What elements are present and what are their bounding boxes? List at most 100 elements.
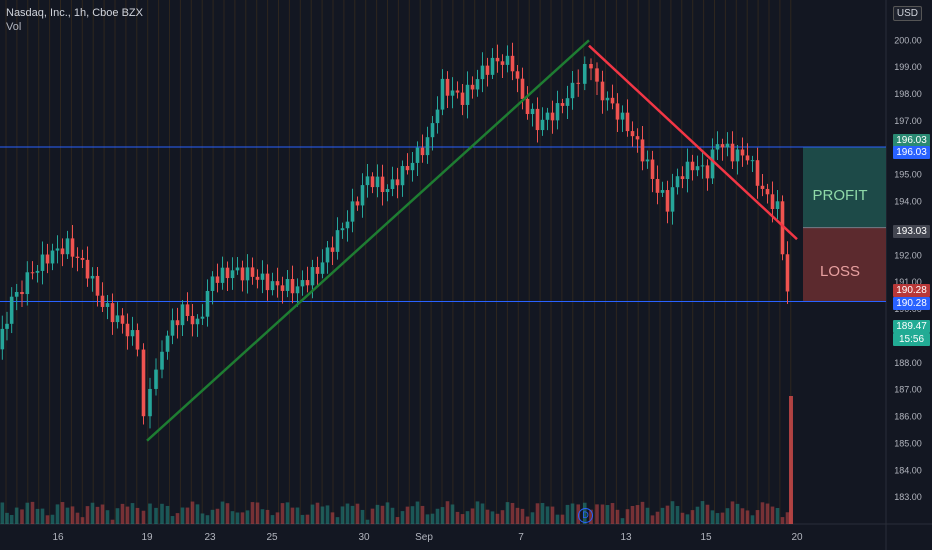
volume-bar xyxy=(645,507,650,524)
volume-bar xyxy=(220,501,225,524)
candle-body xyxy=(705,165,710,179)
volume-bar xyxy=(515,507,520,524)
volume-bar xyxy=(600,504,605,524)
candle-body xyxy=(625,112,630,132)
volume-bar xyxy=(700,501,705,524)
candle-body xyxy=(475,79,480,90)
candle-body xyxy=(545,112,550,120)
candle-body xyxy=(645,159,650,162)
volume-bar xyxy=(340,506,345,524)
candle-body xyxy=(465,84,470,105)
volume-bar xyxy=(565,504,570,524)
volume-bar xyxy=(505,502,510,524)
volume-bar xyxy=(240,512,245,524)
candle-body xyxy=(250,267,255,277)
candle-body xyxy=(725,143,730,148)
volume-bar xyxy=(395,517,400,524)
candle-body xyxy=(75,256,80,258)
candle-body xyxy=(680,176,685,180)
downtrend-line xyxy=(588,44,798,241)
candle-body xyxy=(295,286,300,294)
volume-bar xyxy=(160,503,164,524)
volume-bar xyxy=(325,505,330,524)
candle-body xyxy=(605,97,610,101)
candle-body xyxy=(565,98,570,106)
candle-body xyxy=(415,147,420,163)
candle-body xyxy=(180,304,185,326)
volume-bar xyxy=(205,515,210,524)
price-tag-stop-2: 190.28 xyxy=(893,297,930,310)
candle-body xyxy=(110,303,115,323)
candle-body xyxy=(200,316,205,319)
candle-body xyxy=(775,201,780,210)
candle-body xyxy=(665,190,670,212)
x-tick-label: 16 xyxy=(52,532,64,543)
volume-bar xyxy=(415,501,420,524)
candle-body xyxy=(445,78,450,96)
x-tick-label: 25 xyxy=(266,532,278,543)
volume-bar xyxy=(690,510,695,524)
volume-bar xyxy=(215,508,220,524)
x-tick-label: 30 xyxy=(358,532,370,543)
candle-body xyxy=(570,82,575,99)
volume-bar xyxy=(485,509,490,524)
candle-body xyxy=(450,90,455,96)
candle-body xyxy=(30,272,35,274)
volume-bar xyxy=(210,509,215,524)
candle-body xyxy=(280,285,285,291)
candle-body xyxy=(365,176,370,186)
volume-bar xyxy=(405,506,410,524)
candle-body xyxy=(300,280,305,287)
volume-bar xyxy=(275,512,280,524)
candle-body xyxy=(330,247,335,252)
y-tick-label: 194.00 xyxy=(894,197,922,207)
candle-body xyxy=(5,323,9,329)
candle-body xyxy=(620,112,625,120)
volume-bar xyxy=(560,514,565,524)
volume-bar xyxy=(520,508,525,524)
volume-bar xyxy=(148,503,152,524)
volume-bar xyxy=(270,515,275,524)
volume-bar xyxy=(90,502,95,524)
volume-bar xyxy=(710,510,715,524)
candle-body xyxy=(165,335,170,352)
candle-body xyxy=(490,57,495,75)
candle-body xyxy=(375,176,380,188)
candle-body xyxy=(55,248,60,251)
candle-body xyxy=(730,143,735,162)
volume-bar xyxy=(495,513,500,524)
y-tick-label: 199.00 xyxy=(894,62,922,72)
volume-bar xyxy=(135,507,140,524)
candle-body xyxy=(310,267,315,286)
candle-body xyxy=(540,119,545,131)
candle-body xyxy=(470,84,475,90)
volume-bar xyxy=(95,506,100,524)
volume-bar xyxy=(640,501,645,524)
volume-bar xyxy=(245,510,250,524)
dividend-marker[interactable]: D xyxy=(578,508,593,523)
volume-bar xyxy=(9,514,14,524)
candle-body xyxy=(390,179,395,190)
volume-bar xyxy=(320,506,325,524)
volume-bar xyxy=(305,514,310,524)
volume-bar xyxy=(780,517,785,524)
volume-bar xyxy=(460,514,465,524)
volume-bar xyxy=(625,509,630,524)
volume-bar xyxy=(260,509,265,524)
candle-body xyxy=(750,160,755,162)
volume-bar xyxy=(765,503,770,524)
volume-bar xyxy=(685,514,690,524)
currency-button[interactable]: USD xyxy=(892,6,922,21)
candle-body xyxy=(190,315,195,325)
y-tick-label: 197.00 xyxy=(894,116,922,126)
volume-bar xyxy=(200,513,205,524)
volume-bar xyxy=(14,507,19,524)
y-tick-label: 183.00 xyxy=(894,492,922,502)
candle-body xyxy=(305,280,310,286)
volume-bar xyxy=(430,513,435,524)
volume-bar xyxy=(130,503,135,524)
candle-body xyxy=(60,248,65,255)
symbol-title: Nasdaq, Inc., 1h, Cboe BZX xyxy=(6,7,143,19)
x-tick-label: 15 xyxy=(700,532,712,543)
